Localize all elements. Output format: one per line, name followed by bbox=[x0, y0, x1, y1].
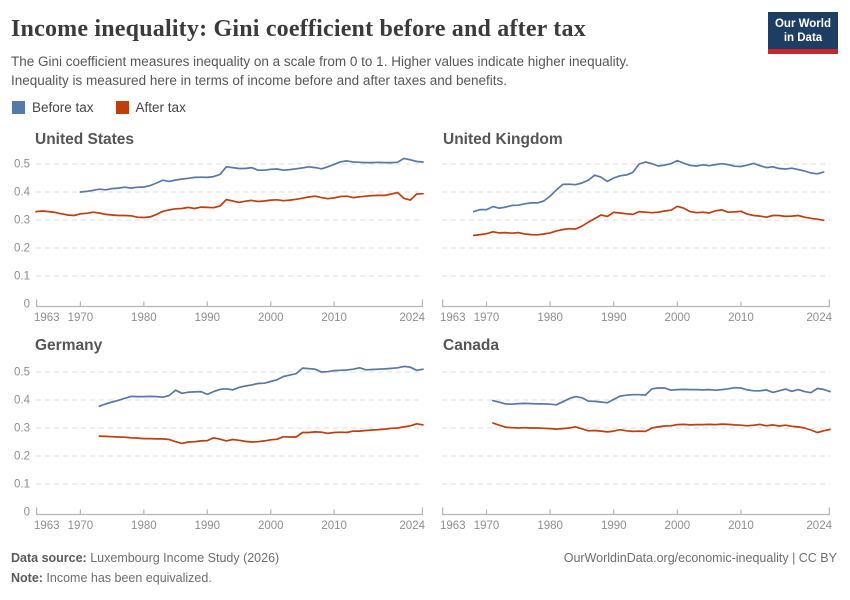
svg-text:1980: 1980 bbox=[537, 312, 563, 324]
svg-text:2010: 2010 bbox=[321, 312, 347, 324]
svg-text:0.1: 0.1 bbox=[14, 271, 30, 283]
panel-united-kingdom: United Kingdom 1963 1970 1980 1990 2000 2010 2… bbox=[434, 128, 850, 332]
panel-title-united-kingdom: United Kingdom bbox=[443, 131, 563, 148]
svg-text:1970: 1970 bbox=[474, 520, 500, 532]
series-after-tax bbox=[35, 191, 424, 219]
svg-text:2000: 2000 bbox=[665, 520, 691, 532]
before-tax-swatch-icon bbox=[12, 101, 25, 114]
svg-text:2024: 2024 bbox=[806, 312, 832, 324]
svg-text:0.4: 0.4 bbox=[14, 395, 31, 407]
svg-text:1963: 1963 bbox=[34, 520, 60, 532]
svg-text:1990: 1990 bbox=[194, 520, 220, 532]
series-after-tax bbox=[98, 422, 424, 445]
owid-logo-line1: Our World bbox=[774, 18, 831, 30]
x-axis: 1963 1970 1980 1990 2000 2010 2024 bbox=[34, 299, 426, 324]
svg-text:2000: 2000 bbox=[258, 312, 284, 324]
svg-text:0.5: 0.5 bbox=[14, 367, 30, 379]
data-source-line: Data source: Luxembourg Income Study (20… bbox=[11, 548, 279, 568]
panel-germany: Germany 1963 1970 1980 1990 2000 2010 2024 0 0.1… bbox=[0, 334, 434, 542]
gridlines bbox=[442, 163, 830, 277]
panel-united-states: United States 1963 1970 1980 1990 2000 2010 20… bbox=[0, 128, 434, 332]
legend: Before tax After tax bbox=[12, 100, 186, 115]
owid-logo-box: Our World in Data bbox=[768, 12, 838, 49]
svg-text:0.5: 0.5 bbox=[14, 159, 30, 171]
svg-text:1970: 1970 bbox=[68, 520, 94, 532]
data-source-value: Luxembourg Income Study (2026) bbox=[86, 551, 280, 565]
gridlines bbox=[36, 371, 423, 485]
svg-text:0.3: 0.3 bbox=[14, 215, 30, 227]
series-before-tax bbox=[472, 159, 825, 213]
legend-item-after-tax: After tax bbox=[115, 100, 186, 115]
svg-text:0.3: 0.3 bbox=[14, 423, 30, 435]
owid-logo: Our World in Data bbox=[768, 12, 838, 54]
svg-text:1980: 1980 bbox=[131, 312, 157, 324]
x-axis: 1963 1970 1980 1990 2000 2010 2024 bbox=[440, 299, 833, 324]
data-source-label: Data source: bbox=[11, 551, 87, 565]
legend-label-after-tax: After tax bbox=[135, 100, 186, 115]
svg-text:2000: 2000 bbox=[258, 520, 284, 532]
svg-text:2024: 2024 bbox=[399, 520, 425, 532]
chart-subtitle: The Gini coefficient measures inequality… bbox=[11, 52, 629, 90]
svg-text:0: 0 bbox=[24, 299, 30, 311]
note-value: Income has been equivalized. bbox=[42, 571, 212, 585]
svg-text:0.2: 0.2 bbox=[14, 243, 30, 255]
svg-text:1990: 1990 bbox=[194, 312, 220, 324]
panel-title-canada: Canada bbox=[443, 337, 499, 354]
panel-canada: Canada 1963 1970 1980 1990 2000 2010 2024 bbox=[434, 334, 850, 542]
x-axis: 1963 1970 1980 1990 2000 2010 2024 bbox=[440, 507, 833, 532]
legend-label-before-tax: Before tax bbox=[32, 100, 94, 115]
line-chart-germany: 1963 1970 1980 1990 2000 2010 2024 0 0.1 0.2 0.3 0.… bbox=[14, 365, 426, 532]
svg-text:1970: 1970 bbox=[474, 312, 500, 324]
svg-text:0.2: 0.2 bbox=[14, 451, 30, 463]
after-tax-swatch-icon bbox=[115, 101, 129, 114]
svg-text:1990: 1990 bbox=[601, 520, 627, 532]
svg-text:1990: 1990 bbox=[601, 312, 627, 324]
svg-text:2010: 2010 bbox=[321, 520, 347, 532]
series-before-tax bbox=[492, 386, 831, 406]
svg-text:0.4: 0.4 bbox=[14, 187, 31, 199]
footer-source-note: Data source: Luxembourg Income Study (20… bbox=[11, 548, 279, 588]
note-label: Note: bbox=[11, 571, 43, 585]
svg-text:2010: 2010 bbox=[728, 520, 754, 532]
line-chart-united-states: 1963 1970 1980 1990 2000 2010 2024 0 0.1 0.2 0.3 0.… bbox=[14, 157, 426, 324]
series-after-tax bbox=[472, 205, 825, 237]
owid-logo-line2: in Data bbox=[783, 32, 823, 44]
svg-text:2000: 2000 bbox=[665, 312, 691, 324]
gridlines bbox=[442, 371, 830, 485]
credit-link[interactable]: OurWorldinData.org/economic-inequality |… bbox=[563, 551, 837, 565]
note-line: Note: Income has been equivalized. bbox=[11, 568, 279, 588]
owid-logo-accent-bar bbox=[768, 49, 838, 54]
svg-text:1963: 1963 bbox=[440, 520, 466, 532]
svg-text:2024: 2024 bbox=[399, 312, 425, 324]
subtitle-line-1: The Gini coefficient measures inequality… bbox=[11, 54, 629, 69]
y-axis-labels: 0 0.1 0.2 0.3 0.4 0.5 bbox=[14, 367, 31, 519]
line-chart-canada: 1963 1970 1980 1990 2000 2010 2024 bbox=[440, 371, 833, 532]
line-chart-united-kingdom: 1963 1970 1980 1990 2000 2010 2024 bbox=[440, 159, 833, 324]
x-axis: 1963 1970 1980 1990 2000 2010 2024 bbox=[34, 507, 426, 532]
svg-text:1980: 1980 bbox=[537, 520, 563, 532]
svg-text:2010: 2010 bbox=[728, 312, 754, 324]
series-after-tax bbox=[492, 422, 831, 434]
svg-text:2024: 2024 bbox=[806, 520, 832, 532]
series-before-tax bbox=[98, 365, 424, 408]
svg-text:0: 0 bbox=[24, 507, 30, 519]
y-axis-labels: 0 0.1 0.2 0.3 0.4 0.5 bbox=[14, 159, 31, 311]
gridlines bbox=[36, 163, 423, 277]
svg-text:1970: 1970 bbox=[68, 312, 94, 324]
page-title: Income inequality: Gini coefficient befo… bbox=[11, 16, 586, 42]
subtitle-line-2: Inequality is measured here in terms of … bbox=[11, 73, 508, 88]
svg-text:1963: 1963 bbox=[34, 312, 60, 324]
svg-text:0.1: 0.1 bbox=[14, 479, 30, 491]
svg-text:1980: 1980 bbox=[131, 520, 157, 532]
panel-title-united-states: United States bbox=[35, 131, 135, 148]
panel-title-germany: Germany bbox=[35, 337, 103, 354]
svg-text:1963: 1963 bbox=[440, 312, 466, 324]
series-before-tax bbox=[79, 157, 424, 193]
legend-item-before-tax: Before tax bbox=[12, 100, 94, 115]
